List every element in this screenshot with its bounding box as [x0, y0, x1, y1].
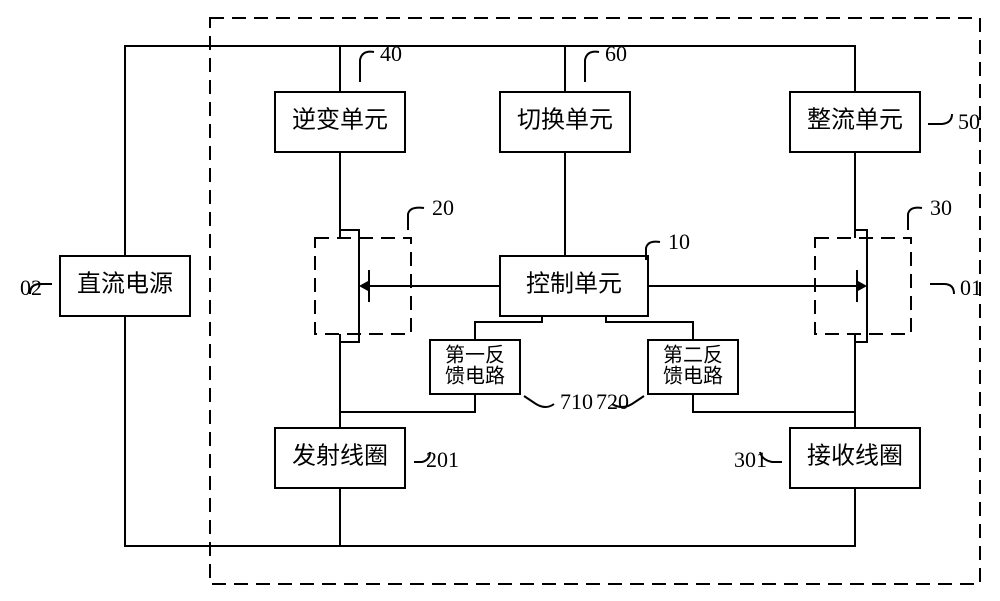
refnum-02: 02: [20, 275, 42, 300]
refnum-60: 60: [605, 41, 627, 66]
wire-11: [693, 394, 855, 412]
leader-710: [524, 396, 554, 407]
rxcoil-label: 接收线圈: [807, 443, 903, 470]
inverter-label: 逆变单元: [292, 107, 388, 134]
refnum-710: 710: [560, 389, 593, 414]
refnum-30: 30: [930, 195, 952, 220]
wire-13: [340, 488, 855, 546]
refnum-301: 301: [734, 447, 767, 472]
dc-label: 直流电源: [77, 271, 173, 298]
refnum-50: 50: [958, 109, 980, 134]
leader-20: [408, 208, 424, 230]
switch-label: 切换单元: [517, 107, 613, 134]
leader-01: [930, 284, 954, 294]
fb2-label: 第二反馈电路: [663, 343, 723, 387]
leader-30: [908, 208, 922, 230]
leader-40: [360, 52, 374, 82]
refnum-20: 20: [432, 195, 454, 220]
txcoil-label: 发射线圈: [292, 443, 388, 470]
rectifier-label: 整流单元: [807, 107, 903, 134]
fb1-label: 第一反馈电路: [445, 343, 505, 387]
wire-9: [606, 316, 693, 340]
refnum-01: 01: [960, 275, 982, 300]
control-label: 控制单元: [526, 271, 622, 298]
wire-10: [340, 394, 475, 412]
leader-60: [585, 52, 599, 82]
wire-8: [475, 316, 542, 340]
refnum-201: 201: [426, 447, 459, 472]
refnum-10: 10: [668, 229, 690, 254]
leader-50: [928, 114, 952, 124]
refnum-40: 40: [380, 41, 402, 66]
refnum-720: 720: [596, 389, 629, 414]
